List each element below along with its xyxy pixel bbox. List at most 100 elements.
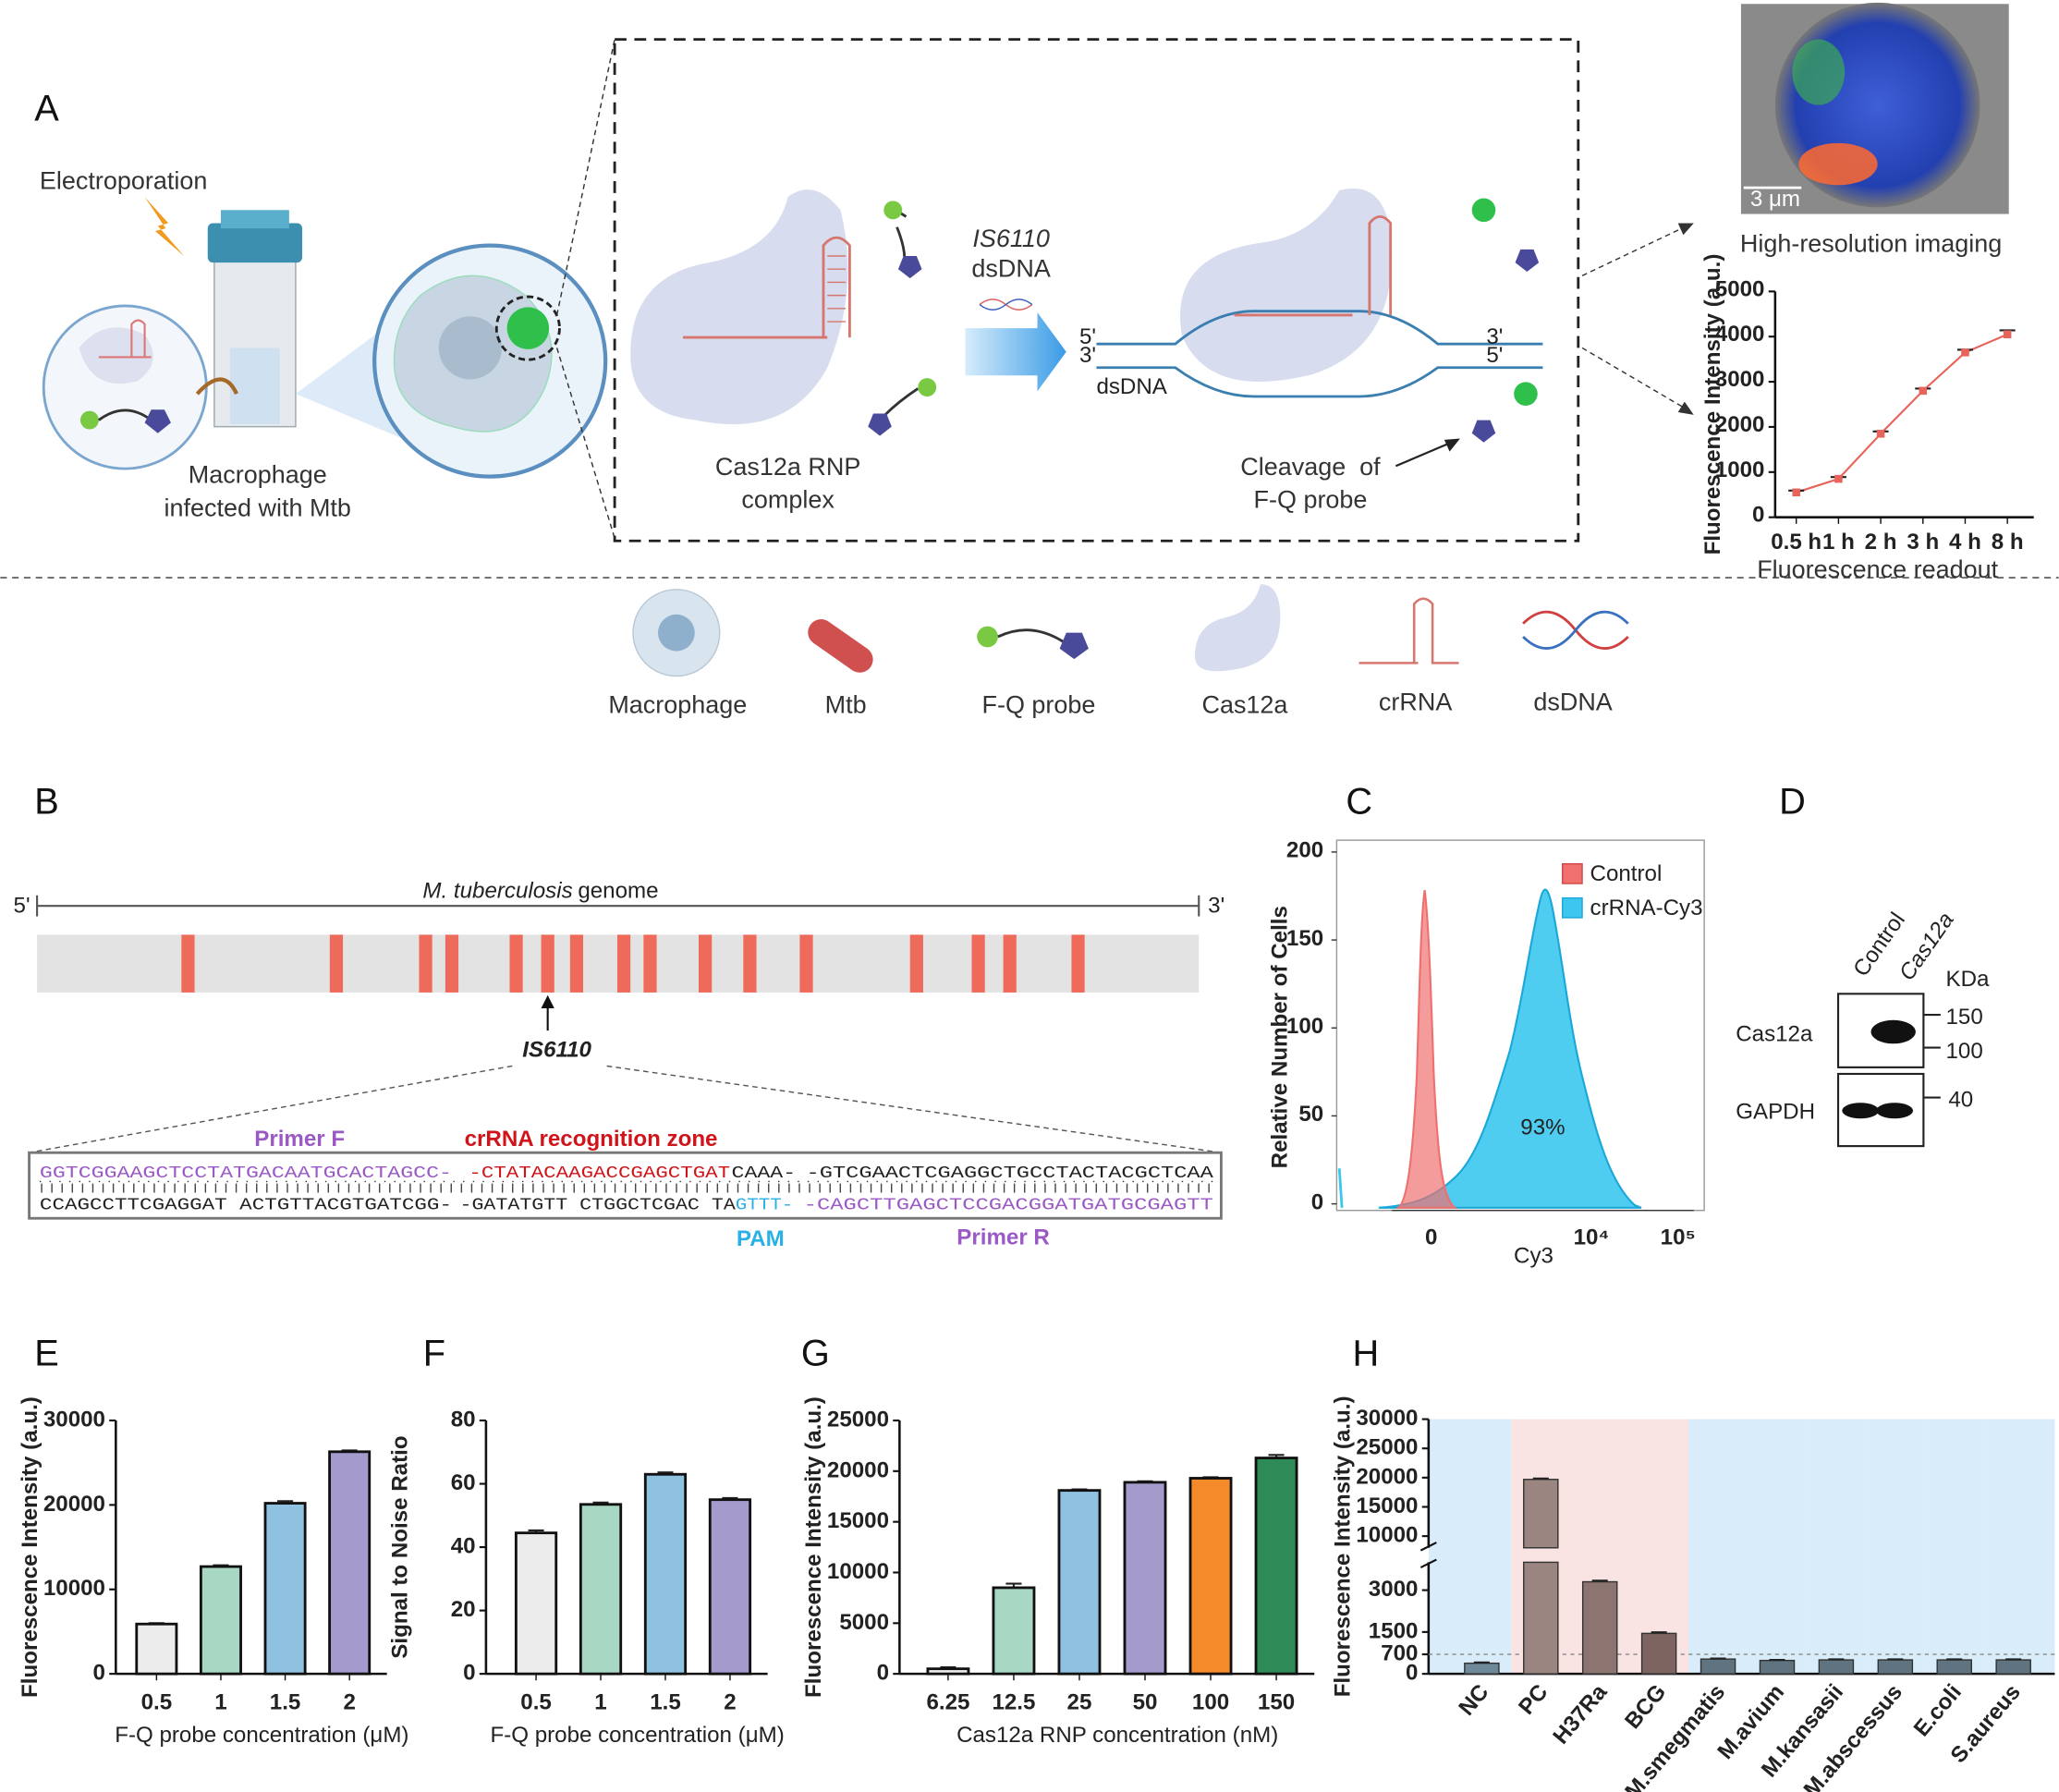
bar — [1877, 1659, 1914, 1675]
unit-label: KDa — [1946, 967, 1991, 992]
background-band — [1428, 1419, 1512, 1675]
bar — [328, 1450, 372, 1676]
x-tick-label: 1.5 — [650, 1690, 681, 1715]
schematic-a — [0, 2, 2059, 579]
x-tick-label: 1 — [594, 1690, 606, 1715]
label: dsDNA — [1096, 374, 1167, 399]
y-tick-label: 20000 — [43, 1492, 105, 1517]
sequence: CCAGCCTTCGAGGAT ACTGTTACGTGATCGG- — [40, 1195, 452, 1214]
annotation: 93% — [1520, 1115, 1565, 1140]
y-tick-label: 0 — [1311, 1189, 1323, 1214]
background-band — [1865, 1419, 1925, 1675]
y-tick-label: 10000 — [43, 1576, 105, 1601]
bar — [643, 1472, 688, 1676]
primer-label: Primer F — [254, 1127, 345, 1152]
sequence: CAAA- — [732, 1164, 797, 1183]
y-tick-label: 5000 — [839, 1610, 889, 1635]
bar — [1818, 1659, 1855, 1675]
x-tick-label: E.coli — [1909, 1680, 1967, 1742]
x-tick-label: 3 h — [1907, 530, 1939, 555]
legend-label: F-Q probe — [981, 690, 1095, 718]
x-tick-label: 25 — [1067, 1690, 1092, 1715]
panel-label: C — [1346, 782, 1372, 823]
x-tick-label: 8 h — [1992, 530, 2024, 555]
bar — [1581, 1580, 1618, 1675]
bar — [1936, 1659, 1972, 1675]
western-blot — [1836, 993, 1941, 1148]
point — [1919, 386, 1928, 396]
bar — [199, 1565, 242, 1676]
sequence: -CAGCTTGAGCTCCGACGGATGATGCGAGTT — [804, 1195, 1213, 1214]
sequence: -GTCGAACTCGAGGCTGCCTACTACGCTCAA — [807, 1164, 1215, 1183]
legend-label: Control — [1590, 861, 1663, 886]
point — [1876, 430, 1885, 438]
bar — [135, 1622, 178, 1676]
primer-label: Primer R — [956, 1225, 1050, 1250]
bar — [992, 1586, 1036, 1676]
panel-label: D — [1779, 782, 1806, 823]
y-tick-label: 20000 — [1356, 1464, 1418, 1489]
x-tick-label: 2 — [343, 1690, 355, 1715]
legend-label: crRNA-Cy3 — [1590, 896, 1703, 920]
line — [1796, 333, 2008, 494]
panel-label: E — [34, 1333, 59, 1373]
marker-label: 100 — [1946, 1039, 1983, 1064]
y-axis-label: Fluorescence Intensity (a.u.) — [1331, 1396, 1356, 1697]
legend-label: crRNA — [1379, 688, 1452, 715]
y-axis-label: Signal to Noise Ratio — [388, 1435, 413, 1658]
panel-label: A — [34, 89, 59, 129]
x-tick-label: 1 — [214, 1690, 226, 1715]
protein-label: Cas12a — [1736, 1021, 1813, 1046]
flow-axes: 0 50 100 150 200 0 10⁴ 10⁵ Cy3 Relative Number of… — [1267, 838, 1702, 1269]
y-tick-label: 0 — [93, 1661, 105, 1686]
legend-label: Macrophage — [608, 690, 747, 718]
y-tick-label: 0 — [1406, 1661, 1418, 1686]
bar — [1759, 1659, 1796, 1675]
panel-label: B — [34, 782, 59, 823]
y-tick-label: 4000 — [1715, 322, 1765, 347]
y-tick-label: 60 — [451, 1470, 476, 1495]
caption: complex — [741, 486, 835, 514]
x-axis-label: F-Q probe concentration (μM) — [490, 1723, 784, 1748]
x-tick-label: 6.25 — [926, 1690, 969, 1715]
x-tick-label: 12.5 — [992, 1690, 1035, 1715]
panel-label: G — [801, 1333, 830, 1373]
scale-bar-label: 3 μm — [1750, 187, 1800, 212]
y-tick-label: 1000 — [1715, 457, 1765, 482]
y-tick-label: 80 — [451, 1407, 476, 1432]
x-tick-label: 10⁵ — [1661, 1225, 1696, 1250]
background-band — [1748, 1419, 1807, 1675]
caption: Cas12a RNP — [715, 453, 860, 481]
background-band — [1806, 1419, 1866, 1675]
x-tick-label: NC — [1454, 1680, 1493, 1721]
axis-break — [1419, 1558, 1437, 1569]
genome-map — [28, 895, 1223, 1220]
marker-label: 40 — [1948, 1087, 1973, 1112]
x-tick-label: 50 — [1133, 1690, 1158, 1715]
y-tick-label: 2000 — [1715, 412, 1765, 437]
strand-end: 5' — [1079, 324, 1096, 349]
point — [1961, 348, 1969, 357]
legend-label: Cas12a — [1201, 690, 1287, 718]
strand-end: 5' — [1486, 343, 1503, 368]
x-tick-label: 150 — [1258, 1690, 1295, 1715]
y-tick-label: 15000 — [827, 1508, 889, 1533]
y-tick-label: 700 — [1381, 1640, 1418, 1665]
element-label: IS6110 — [522, 1038, 591, 1063]
sequence: -GATATGTT CTGGCTCGAC TA — [459, 1195, 736, 1214]
y-tick-label: 100 — [1286, 1014, 1323, 1039]
marker-label: 150 — [1946, 1005, 1983, 1030]
bar — [708, 1498, 752, 1676]
y-axis-label: Fluorescence Intensity (a.u.) — [801, 1396, 826, 1698]
x-axis-label: F-Q probe concentration (μM) — [115, 1723, 408, 1748]
strand-end: 3' — [1486, 324, 1503, 349]
y-tick-label: 0 — [463, 1661, 475, 1686]
y-axis-label: Fluorescence Intensity (a.u.) — [1700, 254, 1725, 555]
y-axis-label: Fluorescence Intensity (a.u.) — [18, 1396, 43, 1698]
genome-label: M. tuberculosis — [422, 879, 572, 904]
x-tick-label: BCG — [1620, 1680, 1671, 1734]
y-tick-label: 0 — [1752, 503, 1764, 528]
legend-label: dsDNA — [1533, 688, 1612, 715]
bar-upper — [1523, 1479, 1559, 1549]
bar — [1057, 1489, 1102, 1676]
